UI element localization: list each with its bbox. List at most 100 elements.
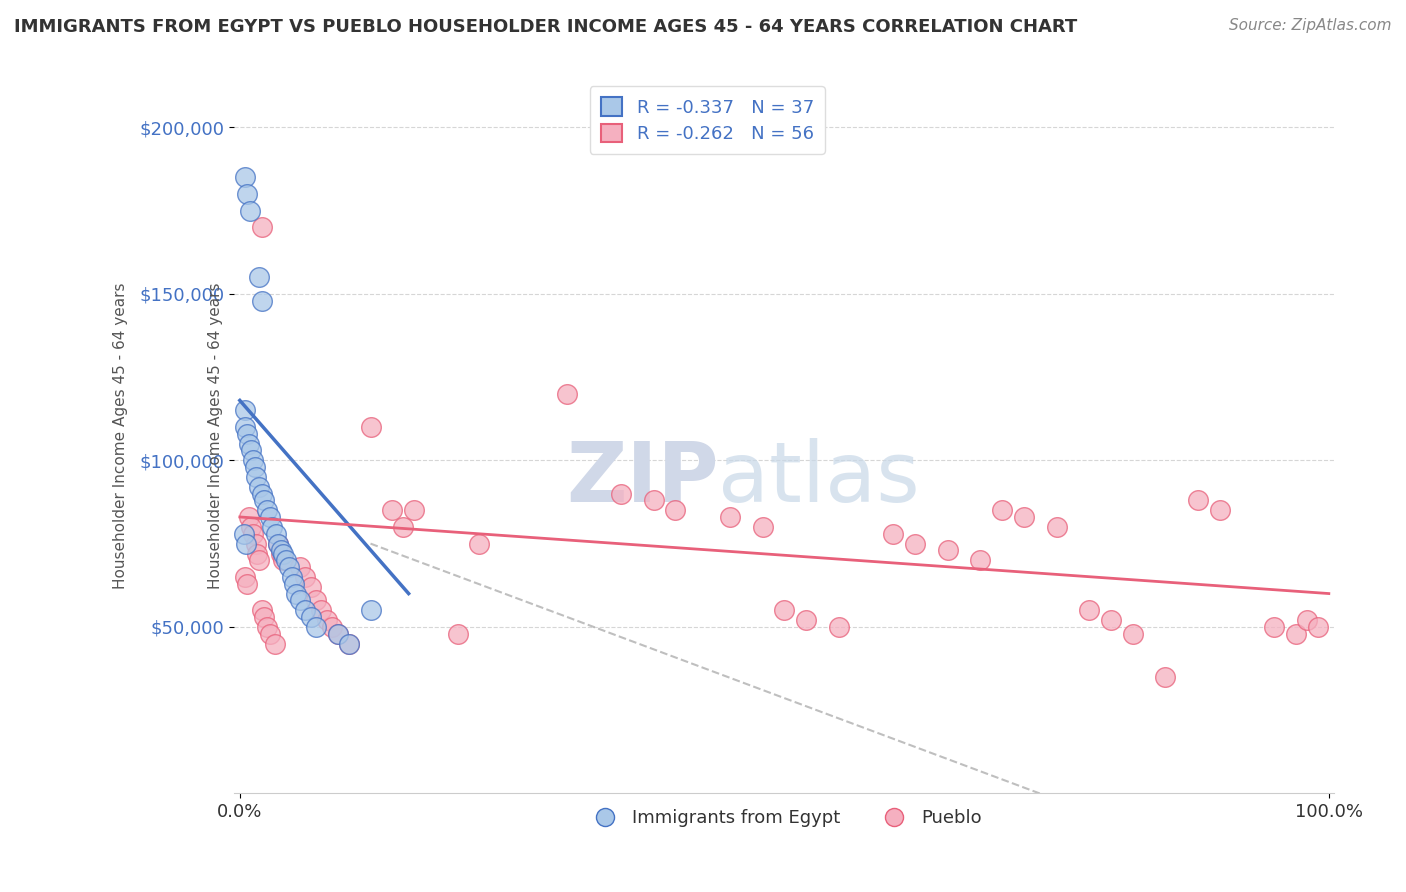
Point — [326, 626, 349, 640]
Point — [321, 620, 343, 634]
Point — [281, 570, 304, 584]
Point — [249, 270, 271, 285]
Point — [337, 636, 360, 650]
Point — [1263, 620, 1285, 634]
Point — [1187, 493, 1209, 508]
Point — [311, 603, 333, 617]
Point — [402, 503, 425, 517]
Point — [381, 503, 404, 517]
Point — [360, 603, 382, 617]
Point — [249, 480, 271, 494]
Point — [259, 626, 281, 640]
Point — [969, 553, 991, 567]
Point — [233, 526, 256, 541]
Point — [236, 186, 259, 201]
Point — [1285, 626, 1308, 640]
Point — [239, 520, 262, 534]
Point — [555, 386, 578, 401]
Point — [392, 520, 415, 534]
Point — [242, 526, 264, 541]
Point — [250, 293, 273, 308]
Point — [245, 536, 267, 550]
Point — [643, 493, 665, 508]
Point — [256, 503, 278, 517]
Point — [288, 593, 311, 607]
Point — [273, 553, 295, 567]
Point — [664, 503, 686, 517]
Point — [242, 453, 264, 467]
Point — [288, 560, 311, 574]
Point — [305, 593, 328, 607]
Legend: Immigrants from Egypt, Pueblo: Immigrants from Egypt, Pueblo — [579, 802, 990, 834]
Point — [239, 443, 262, 458]
Text: ZIP: ZIP — [565, 438, 718, 519]
Point — [235, 536, 257, 550]
Point — [794, 613, 817, 627]
Point — [239, 203, 262, 218]
Point — [236, 426, 259, 441]
Point — [245, 470, 267, 484]
Point — [233, 403, 256, 417]
Point — [273, 547, 295, 561]
Point — [277, 560, 299, 574]
Point — [773, 603, 796, 617]
Point — [250, 603, 273, 617]
Point — [1099, 613, 1122, 627]
Point — [283, 576, 305, 591]
Text: atlas: atlas — [718, 438, 920, 519]
Y-axis label: Householder Income Ages 45 - 64 years: Householder Income Ages 45 - 64 years — [114, 282, 128, 589]
Point — [294, 570, 316, 584]
Point — [305, 620, 328, 634]
Point — [1209, 503, 1232, 517]
Point — [1012, 510, 1035, 524]
Point — [236, 576, 259, 591]
Point — [446, 626, 468, 640]
Point — [274, 553, 297, 567]
Point — [263, 636, 285, 650]
Point — [243, 460, 266, 475]
Point — [991, 503, 1014, 517]
Text: Source: ZipAtlas.com: Source: ZipAtlas.com — [1229, 18, 1392, 33]
Point — [1306, 620, 1329, 634]
Point — [1296, 613, 1319, 627]
Point — [882, 526, 904, 541]
Point — [1045, 520, 1067, 534]
Point — [238, 436, 260, 450]
Point — [360, 420, 382, 434]
Point — [610, 486, 633, 500]
Point — [1078, 603, 1101, 617]
Point — [253, 610, 276, 624]
Point — [246, 547, 269, 561]
Point — [326, 626, 349, 640]
Point — [233, 420, 256, 434]
Point — [751, 520, 773, 534]
Point — [299, 580, 322, 594]
Point — [718, 510, 741, 524]
Point — [1122, 626, 1144, 640]
Point — [238, 510, 260, 524]
Point — [270, 543, 292, 558]
Point — [262, 520, 284, 534]
Point — [256, 620, 278, 634]
Point — [294, 603, 316, 617]
Point — [285, 586, 308, 600]
Point — [337, 636, 360, 650]
Point — [904, 536, 927, 550]
Point — [267, 536, 290, 550]
Point — [250, 486, 273, 500]
Point — [1154, 670, 1177, 684]
Point — [270, 547, 292, 561]
Point — [316, 613, 339, 627]
Point — [828, 620, 851, 634]
Point — [233, 570, 256, 584]
Point — [249, 553, 271, 567]
Point — [267, 536, 290, 550]
Y-axis label: Householder Income Ages 45 - 64 years: Householder Income Ages 45 - 64 years — [208, 282, 224, 589]
Point — [259, 510, 281, 524]
Point — [250, 220, 273, 235]
Point — [468, 536, 491, 550]
Point — [299, 610, 322, 624]
Point — [936, 543, 959, 558]
Point — [253, 493, 276, 508]
Text: IMMIGRANTS FROM EGYPT VS PUEBLO HOUSEHOLDER INCOME AGES 45 - 64 YEARS CORRELATIO: IMMIGRANTS FROM EGYPT VS PUEBLO HOUSEHOL… — [14, 18, 1077, 36]
